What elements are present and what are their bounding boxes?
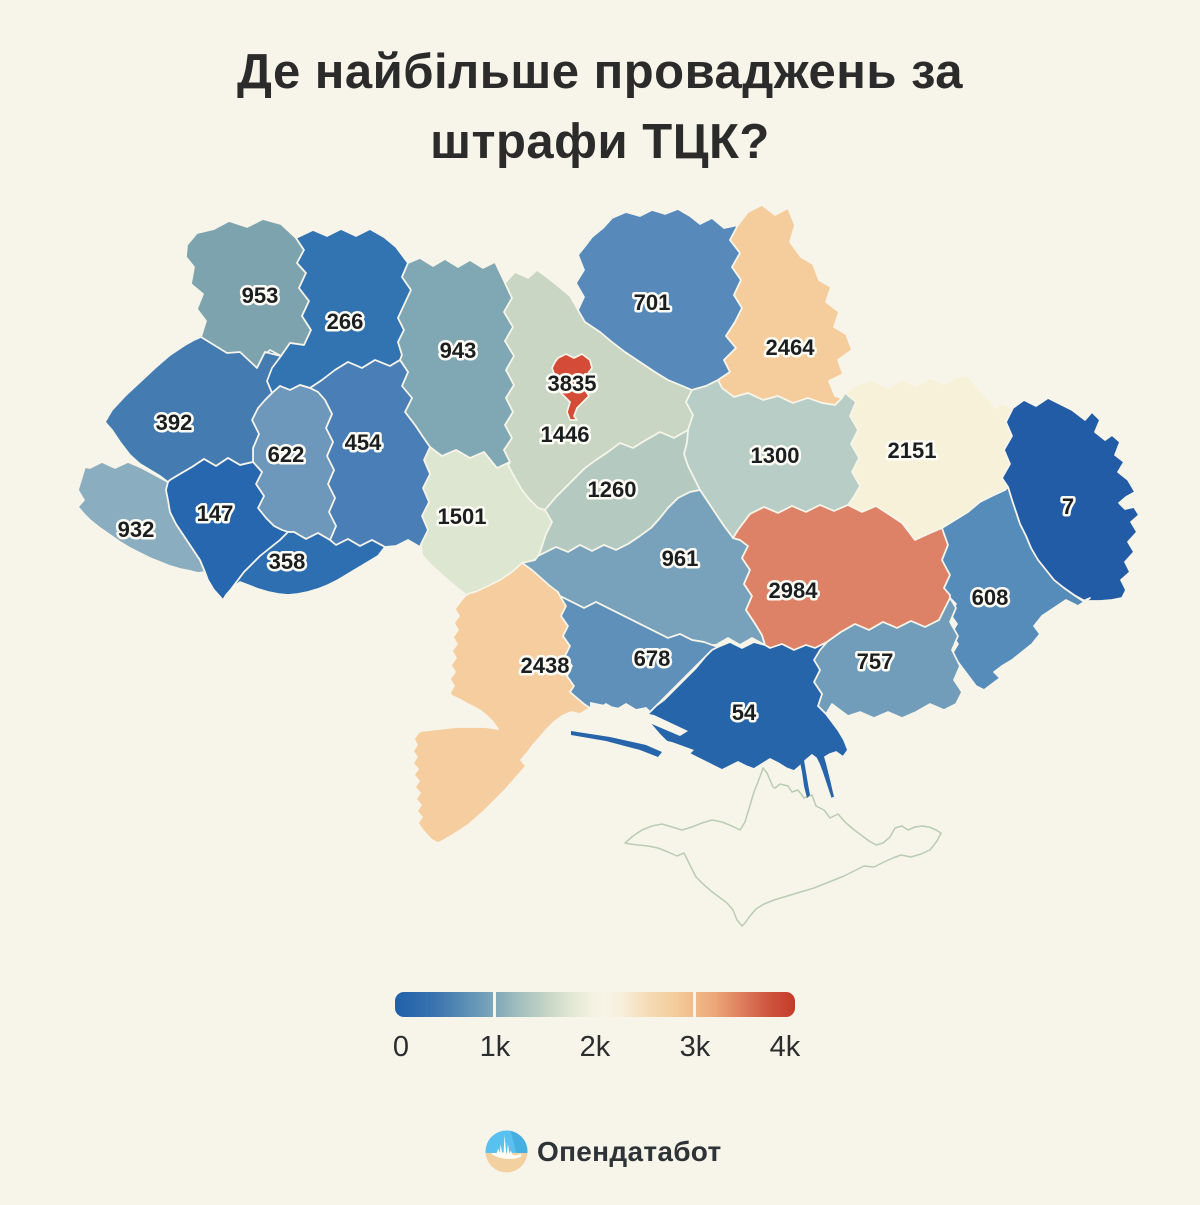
svg-text:678: 678 bbox=[634, 646, 671, 671]
svg-text:392: 392 bbox=[156, 410, 193, 435]
svg-text:2464: 2464 bbox=[766, 335, 816, 360]
svg-text:2151: 2151 bbox=[888, 438, 937, 463]
svg-text:1300: 1300 bbox=[751, 443, 800, 468]
svg-text:608: 608 bbox=[972, 585, 1009, 610]
svg-text:358: 358 bbox=[269, 549, 306, 574]
svg-text:147: 147 bbox=[197, 501, 234, 526]
svg-text:953: 953 bbox=[242, 283, 279, 308]
svg-text:7: 7 bbox=[1062, 494, 1074, 519]
svg-text:2438: 2438 bbox=[521, 653, 570, 678]
svg-text:943: 943 bbox=[440, 338, 477, 363]
svg-text:701: 701 bbox=[634, 290, 671, 315]
svg-text:454: 454 bbox=[345, 430, 382, 455]
svg-text:961: 961 bbox=[662, 546, 699, 571]
svg-text:757: 757 bbox=[857, 649, 894, 674]
svg-text:1446: 1446 bbox=[541, 422, 590, 447]
svg-text:1260: 1260 bbox=[588, 477, 637, 502]
svg-text:54: 54 bbox=[732, 700, 757, 725]
svg-text:3835: 3835 bbox=[548, 371, 597, 396]
svg-text:932: 932 bbox=[118, 517, 155, 542]
svg-text:2984: 2984 bbox=[769, 578, 819, 603]
svg-text:266: 266 bbox=[327, 309, 364, 334]
svg-text:622: 622 bbox=[268, 442, 305, 467]
svg-text:1501: 1501 bbox=[438, 504, 487, 529]
